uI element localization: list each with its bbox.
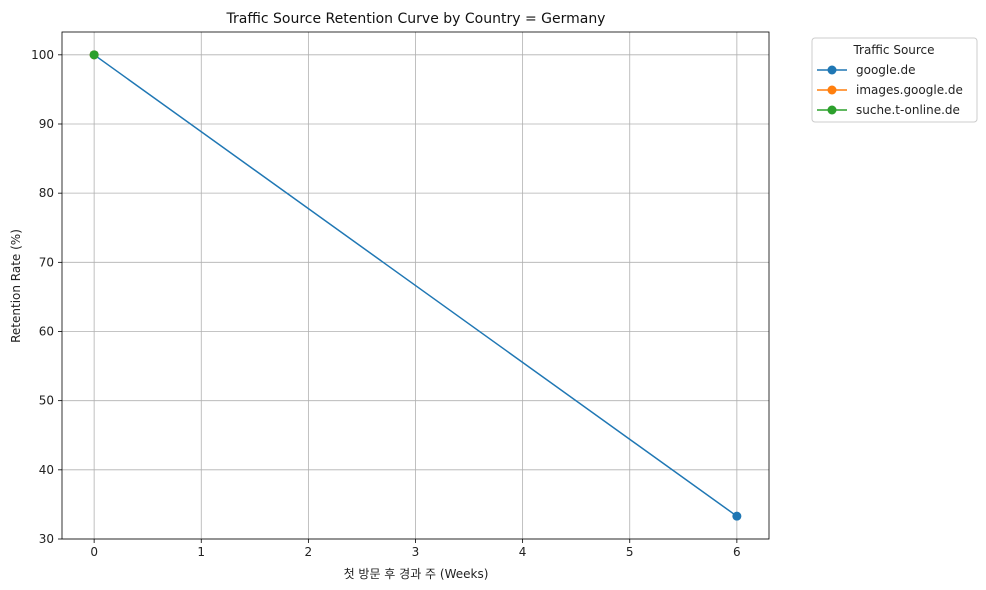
y-tick-label: 40 — [39, 463, 54, 477]
series-line — [93, 54, 738, 517]
y-tick-label: 60 — [39, 324, 54, 338]
legend-entries: google.de images.google.de suche.t-online.… — [817, 63, 963, 117]
y-tick-label: 80 — [39, 186, 54, 200]
x-tick-label: 0 — [90, 545, 98, 559]
legend: Traffic Source google.de images.google.de… — [811, 37, 978, 123]
y-tick-label: 70 — [39, 255, 54, 269]
legend-label: google.de — [856, 63, 915, 77]
x-tick-label: 5 — [626, 545, 634, 559]
x-ticks: 0 1 2 3 4 5 6 — [90, 539, 741, 559]
legend-label: suche.t-online.de — [856, 103, 960, 117]
y-axis-title: Retention Rate (%) — [9, 229, 23, 343]
series-suche.t-online.de — [89, 50, 99, 60]
x-axis-title: 첫 방문 후 경과 주 (Weeks) — [344, 567, 489, 581]
legend-label: images.google.de — [856, 83, 963, 97]
x-tick-label: 3 — [412, 545, 420, 559]
y-ticks: 30 40 50 60 70 80 90 100 — [31, 48, 62, 546]
data-point — [732, 511, 742, 521]
x-tick-label: 2 — [305, 545, 313, 559]
legend-marker — [827, 85, 837, 95]
y-tick-label: 100 — [31, 48, 54, 62]
y-tick-label: 30 — [39, 532, 54, 546]
x-tick-label: 1 — [197, 545, 205, 559]
x-tick-label: 6 — [733, 545, 741, 559]
series — [89, 50, 742, 521]
legend-marker — [827, 65, 837, 75]
data-point — [89, 50, 99, 60]
y-tick-label: 50 — [39, 394, 54, 408]
chart-title: Traffic Source Retention Curve by Countr… — [226, 11, 606, 27]
y-tick-label: 90 — [39, 117, 54, 131]
legend-marker — [827, 105, 837, 115]
legend-title: Traffic Source — [852, 43, 934, 57]
legend-frame — [811, 37, 978, 123]
x-tick-label: 4 — [519, 545, 527, 559]
